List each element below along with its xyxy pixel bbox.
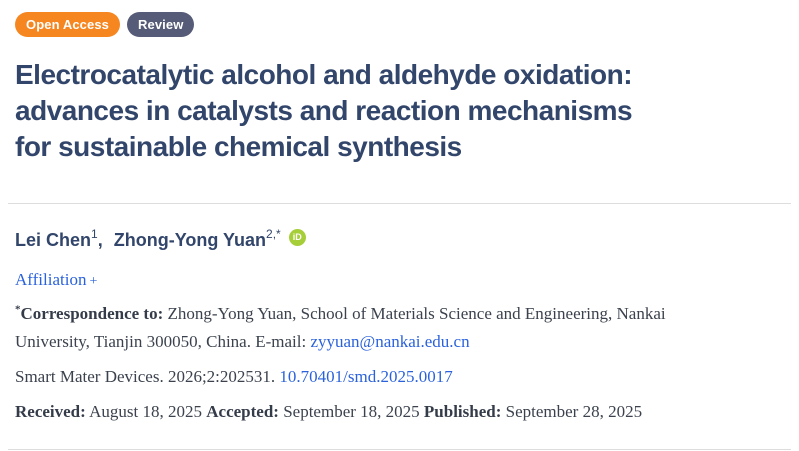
author-superscript-2: 2,* <box>266 227 281 241</box>
section-divider-bottom <box>8 449 791 450</box>
plus-icon: + <box>89 274 98 289</box>
article-title-line-2: advances in catalysts and reaction mecha… <box>15 95 633 126</box>
dates-line: Received: August 18, 2025 Accepted: Sept… <box>15 398 784 426</box>
correspondence-line-1: Zhong-Yong Yuan, School of Materials Sci… <box>163 304 666 323</box>
journal-reference: Smart Mater Devices. 2026;2:202531. <box>15 367 280 386</box>
review-badge: Review <box>127 12 195 37</box>
received-date: August 18, 2025 <box>85 402 207 421</box>
accepted-label: Accepted: <box>206 402 279 421</box>
correspondence-text: *Correspondence to: Zhong-Yong Yuan, Sch… <box>15 300 784 356</box>
section-divider-top <box>8 203 791 204</box>
author-separator: , <box>97 230 103 250</box>
orcid-icon[interactable]: iD <box>288 229 306 246</box>
article-title: Electrocatalytic alcohol and aldehyde ox… <box>15 57 784 165</box>
badge-row: Open Access Review <box>15 12 784 37</box>
author-name-2: Zhong-Yong Yuan <box>113 230 267 250</box>
published-date: September 28, 2025 <box>501 402 643 421</box>
correspondence-label: *Correspondence to: <box>15 303 164 323</box>
doi-link[interactable]: 10.70401/smd.2025.0017 <box>279 367 453 386</box>
author-superscript-1: 1 <box>91 227 98 241</box>
accepted-date: September 18, 2025 <box>278 402 424 421</box>
article-title-line-1: Electrocatalytic alcohol and aldehyde ox… <box>15 59 633 90</box>
affiliation-toggle[interactable]: Affiliation + <box>15 268 784 294</box>
correspondence-line-2: University, Tianjin 300050, China. E-mai… <box>15 332 311 351</box>
article-title-line-3: for sustainable chemical synthesis <box>15 131 462 162</box>
received-label: Received: <box>15 402 86 421</box>
author-name-1: Lei Chen <box>15 230 92 250</box>
published-label: Published: <box>423 402 502 421</box>
affiliation-label: Affiliation <box>15 270 87 289</box>
email-link[interactable]: zyyuan@nankai.edu.cn <box>310 332 470 351</box>
citation-line: Smart Mater Devices. 2026;2:202531. 10.7… <box>15 363 784 391</box>
authors-line: Lei Chen1, Zhong-Yong Yuan2,* iD <box>15 228 784 253</box>
open-access-badge: Open Access <box>15 12 120 37</box>
